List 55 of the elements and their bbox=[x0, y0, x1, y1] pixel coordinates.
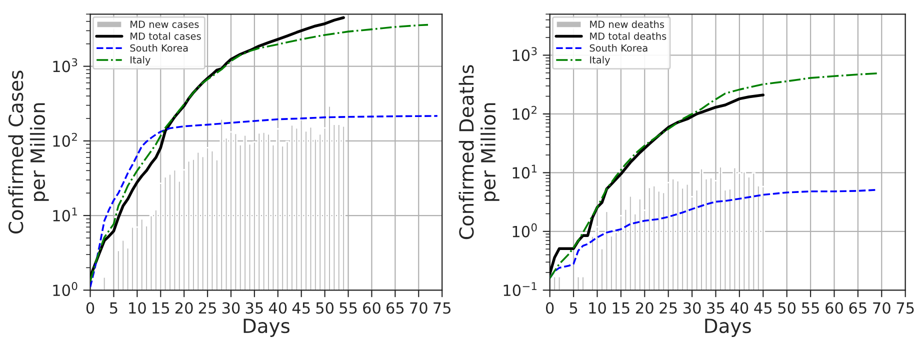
y-tick-label: 10$^{1}$ bbox=[512, 164, 537, 179]
x-tick-label: 65 bbox=[849, 302, 866, 314]
x-tick-label: 30 bbox=[683, 302, 701, 314]
x-tick-label: 65 bbox=[386, 302, 404, 314]
x-tick-label: 70 bbox=[410, 302, 428, 314]
legend-label: MD new deaths bbox=[590, 20, 664, 28]
x-tick-label: 75 bbox=[434, 302, 450, 314]
legend-label: South Korea bbox=[130, 44, 188, 52]
x-tick-label: 45 bbox=[754, 302, 772, 314]
x-axis-title: Days bbox=[705, 318, 751, 337]
x-tick-label: 5 bbox=[570, 302, 578, 314]
x-tick-label: 20 bbox=[636, 302, 654, 314]
y-tick-label: 10$^{3}$ bbox=[53, 58, 78, 72]
y-tick-label: 10$^{1}$ bbox=[53, 208, 77, 222]
line-series bbox=[90, 115, 438, 288]
x-tick-label: 40 bbox=[268, 302, 287, 314]
x-tick-label: 25 bbox=[198, 302, 216, 314]
y-tick-label: 10$^{0}$ bbox=[512, 223, 537, 238]
x-tick-label: 60 bbox=[826, 302, 843, 314]
x-tick-label: 55 bbox=[340, 302, 357, 314]
y-axis-title: Confirmed Cases per Million bbox=[8, 70, 49, 234]
x-tick-label: 10 bbox=[129, 302, 146, 314]
y-tick-label: 10$^{2}$ bbox=[53, 132, 77, 147]
x-tick-label: 5 bbox=[110, 302, 118, 314]
x-tick-label: 35 bbox=[707, 302, 724, 314]
x-tick-label: 50 bbox=[778, 302, 796, 314]
y-tick-label: 10$^{−1}$ bbox=[504, 282, 536, 296]
y-axis-title: Confirmed Deaths per Million bbox=[458, 65, 500, 240]
x-tick-label: 25 bbox=[660, 302, 677, 314]
x-tick-label: 45 bbox=[292, 302, 310, 314]
x-tick-label: 55 bbox=[802, 302, 819, 314]
x-tick-label: 60 bbox=[363, 302, 380, 314]
x-tick-label: 70 bbox=[873, 302, 890, 314]
x-tick-label: 15 bbox=[152, 302, 170, 314]
x-tick-label: 50 bbox=[316, 302, 334, 314]
x-tick-label: 40 bbox=[730, 302, 748, 314]
legend-label: MD total cases bbox=[130, 32, 201, 40]
x-tick-label: 0 bbox=[86, 302, 94, 314]
legend-label: MD total deaths bbox=[590, 32, 666, 40]
legend-label: Italy bbox=[130, 56, 150, 66]
x-tick-label: 0 bbox=[546, 302, 554, 314]
legend-label: MD new cases bbox=[130, 20, 199, 28]
x-tick-label: 35 bbox=[246, 302, 263, 314]
x-tick-label: 20 bbox=[175, 302, 193, 314]
x-tick-label: 75 bbox=[896, 302, 914, 314]
legend-label: South Korea bbox=[590, 44, 648, 52]
legend-label: Italy bbox=[590, 56, 610, 66]
x-tick-label: 30 bbox=[222, 302, 240, 314]
y-tick-label: 10$^{3}$ bbox=[512, 47, 537, 62]
y-tick-label: 10$^{0}$ bbox=[53, 282, 78, 296]
x-tick-label: 15 bbox=[612, 302, 630, 314]
x-axis-title: Days bbox=[244, 318, 290, 337]
line-series bbox=[550, 72, 878, 280]
x-tick-label: 10 bbox=[589, 302, 606, 314]
y-tick-label: 10$^{2}$ bbox=[512, 106, 536, 120]
